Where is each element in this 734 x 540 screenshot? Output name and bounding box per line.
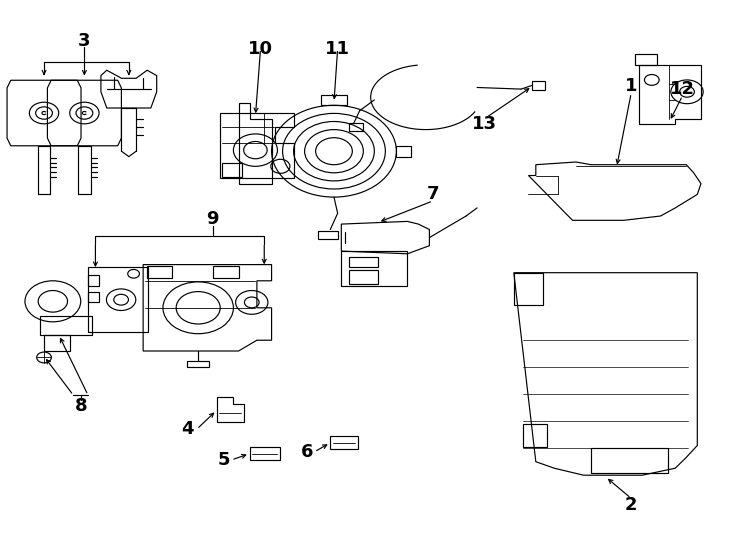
Text: 2: 2	[625, 496, 638, 514]
Text: 1: 1	[625, 77, 638, 96]
Text: 5: 5	[217, 451, 230, 469]
Text: 8: 8	[74, 397, 87, 415]
Text: 13: 13	[472, 115, 497, 133]
Text: 12: 12	[670, 80, 695, 98]
Text: 3: 3	[78, 31, 91, 50]
Text: 10: 10	[248, 39, 273, 58]
Text: 4: 4	[181, 420, 195, 438]
Text: 9: 9	[206, 210, 219, 228]
Text: 6: 6	[300, 443, 313, 461]
Text: 7: 7	[426, 185, 440, 204]
Text: 11: 11	[325, 39, 350, 58]
